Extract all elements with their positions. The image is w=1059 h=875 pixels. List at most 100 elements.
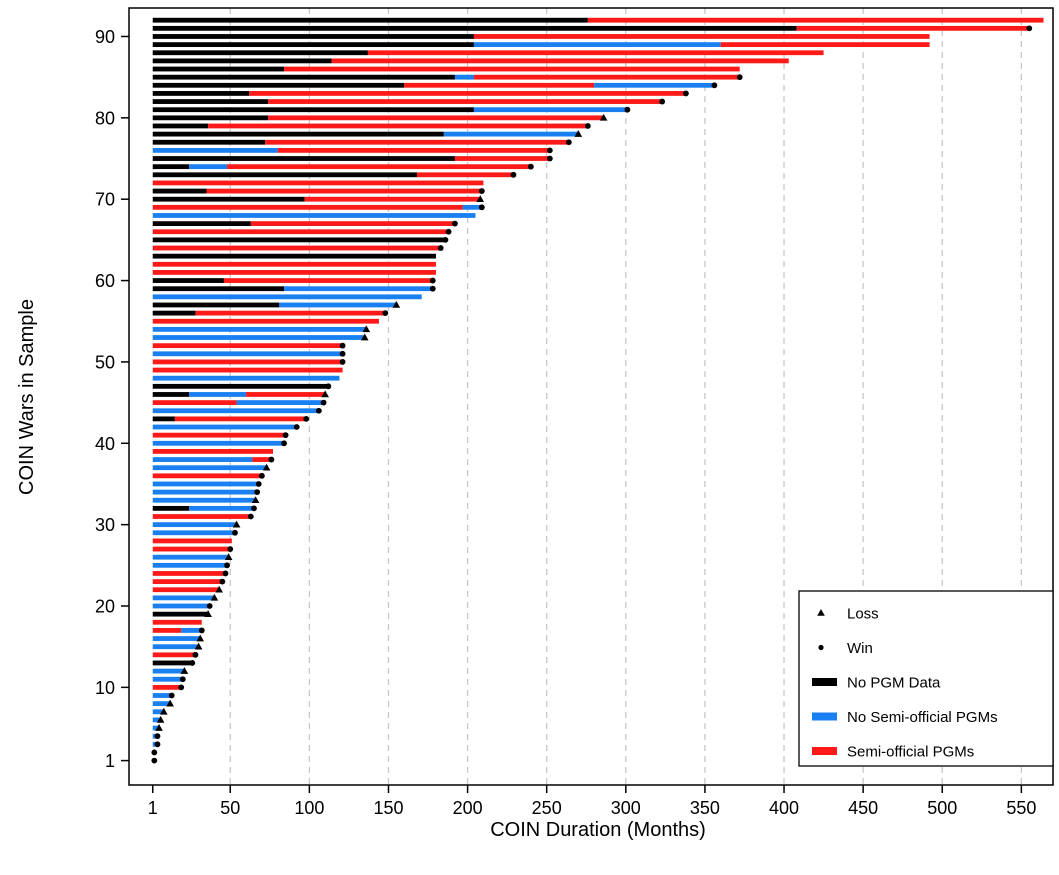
loss-marker-46 <box>321 390 329 398</box>
bar-83-seg-1 <box>249 91 686 96</box>
win-marker-27 <box>227 546 234 552</box>
bar-38-seg-0 <box>152 457 253 462</box>
win-marker-11 <box>179 676 186 683</box>
loss-marker-15 <box>194 642 203 650</box>
plot-frame <box>128 7 1054 786</box>
win-marker-81 <box>624 106 631 113</box>
bar-36-seg-0 <box>152 473 262 479</box>
bar-79-seg-1 <box>208 123 588 129</box>
win-marker-41 <box>282 432 289 439</box>
win-marker-4 <box>154 733 161 740</box>
bar-91-seg-0 <box>152 25 797 31</box>
bar-53-seg-0 <box>152 335 365 340</box>
win-marker-35 <box>255 481 262 487</box>
bar-41-seg-0 <box>152 432 286 438</box>
bar-57-seg-0 <box>152 302 280 308</box>
bar-14-seg-0 <box>152 652 196 658</box>
bar-26-seg-0 <box>152 554 229 560</box>
bar-74-seg-2 <box>227 164 531 170</box>
win-marker-24 <box>222 570 229 577</box>
bar-28-seg-0 <box>152 538 232 544</box>
bar-89-seg-2 <box>720 42 930 48</box>
bar-80-seg-1 <box>268 115 604 121</box>
win-marker-20 <box>206 603 213 609</box>
bar-86-seg-1 <box>284 66 740 72</box>
bar-31-seg-0 <box>152 514 251 519</box>
bar-91-seg-1 <box>796 25 1030 31</box>
bar-76-seg-0 <box>152 147 278 153</box>
win-marker-66 <box>445 228 452 235</box>
bar-37-seg-0 <box>152 465 267 471</box>
legend-box <box>798 590 1054 767</box>
bar-82-seg-0 <box>152 99 269 104</box>
bar-88-seg-1 <box>367 50 824 56</box>
bar-58-seg-0 <box>152 294 422 300</box>
bar-39-seg-0 <box>152 449 273 454</box>
bar-69-seg-1 <box>462 204 482 210</box>
bar-42-seg-0 <box>152 424 297 430</box>
x-tick-label-1: 1 <box>148 798 158 818</box>
bar-75-seg-1 <box>454 156 550 161</box>
bar-10-seg-0 <box>152 684 182 690</box>
bar-15-seg-0 <box>152 644 199 650</box>
bar-61-seg-0 <box>152 270 436 275</box>
y-tick-label-30: 30 <box>95 515 115 535</box>
bar-22-seg-0 <box>152 587 220 593</box>
bar-35-seg-0 <box>152 481 259 487</box>
bar-87-seg-0 <box>152 58 332 64</box>
win-marker-82 <box>659 98 666 105</box>
bar-84-seg-0 <box>152 82 405 88</box>
bar-78-seg-1 <box>443 131 579 137</box>
win-marker-50 <box>339 359 346 365</box>
win-marker-83 <box>683 90 689 97</box>
bar-40-seg-0 <box>152 440 285 446</box>
legend-label-2: No PGM Data <box>847 675 941 692</box>
win-marker-13 <box>189 660 196 666</box>
x-tick-label-450: 450 <box>848 798 878 818</box>
bar-18-seg-0 <box>152 619 202 625</box>
win-marker-52 <box>339 342 346 349</box>
win-marker-10 <box>178 684 185 691</box>
loss-marker-6 <box>156 715 165 723</box>
bar-63-seg-0 <box>152 253 436 259</box>
bar-60-seg-1 <box>223 278 433 283</box>
bar-89-seg-1 <box>473 42 721 48</box>
bar-69-seg-0 <box>152 204 463 210</box>
x-tick-label-500: 500 <box>927 798 957 818</box>
bar-33-seg-0 <box>152 497 256 503</box>
win-marker-3 <box>154 741 161 748</box>
bar-67-seg-0 <box>152 221 251 227</box>
bar-43-seg-0 <box>152 416 175 422</box>
win-marker-36 <box>259 472 265 479</box>
bar-43-seg-1 <box>174 416 307 422</box>
loss-marker-7 <box>160 707 168 715</box>
y-axis-ticks: 1 10 20 30 40 50 60 70 80 90 <box>95 27 129 771</box>
loss-marker-80 <box>599 113 608 121</box>
win-marker-34 <box>254 489 261 495</box>
bar-89-seg-0 <box>152 42 474 48</box>
bar-23-seg-0 <box>152 579 223 584</box>
bar-56-seg-0 <box>152 310 196 316</box>
bar-57-seg-1 <box>279 302 397 308</box>
y-axis-label: COIN Wars in Sample <box>16 299 38 495</box>
bar-9-seg-0 <box>152 693 172 698</box>
win-marker-91 <box>1026 25 1033 32</box>
loss-marker-54 <box>362 325 371 333</box>
bar-46-seg-0 <box>152 392 190 397</box>
bar-11-seg-0 <box>152 676 183 682</box>
bar-48-seg-0 <box>152 375 340 381</box>
win-marker-85 <box>736 74 743 81</box>
loss-marker-16 <box>196 634 204 642</box>
bar-24-seg-0 <box>152 571 226 576</box>
bar-84-seg-2 <box>594 82 715 88</box>
bar-73-seg-0 <box>152 172 417 178</box>
win-marker-64 <box>437 245 444 251</box>
win-marker-74 <box>527 163 534 170</box>
y-tick-label-20: 20 <box>95 597 115 617</box>
win-marker-45 <box>320 399 327 406</box>
bar-20-seg-0 <box>152 603 210 609</box>
bar-86-seg-0 <box>152 66 285 72</box>
win-marker-67 <box>452 220 458 227</box>
win-marker-43 <box>303 415 310 422</box>
win-marker-32 <box>251 505 257 512</box>
